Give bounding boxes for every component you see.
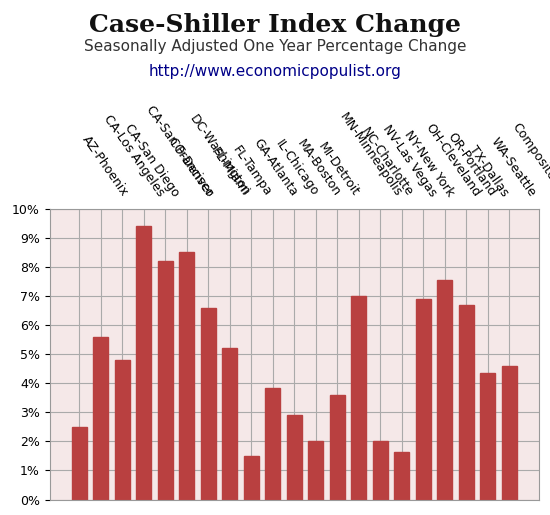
Bar: [373, 441, 388, 500]
Bar: [94, 337, 108, 500]
Bar: [158, 261, 173, 500]
Bar: [437, 280, 452, 500]
Bar: [287, 415, 302, 500]
Bar: [459, 304, 474, 500]
Bar: [308, 441, 323, 500]
Text: Case-Shiller Index Change: Case-Shiller Index Change: [89, 13, 461, 37]
Bar: [394, 452, 409, 500]
Bar: [201, 307, 216, 500]
Bar: [351, 296, 366, 500]
Text: Seasonally Adjusted One Year Percentage Change: Seasonally Adjusted One Year Percentage …: [84, 39, 466, 54]
Bar: [115, 360, 130, 500]
Bar: [179, 252, 194, 500]
Text: http://www.economicpopulist.org: http://www.economicpopulist.org: [148, 64, 402, 79]
Bar: [329, 395, 345, 500]
Bar: [480, 373, 495, 500]
Bar: [136, 226, 151, 500]
Bar: [265, 387, 280, 500]
Bar: [416, 299, 431, 500]
Bar: [222, 348, 237, 500]
Bar: [72, 427, 87, 500]
Bar: [502, 366, 517, 500]
Bar: [244, 456, 259, 500]
